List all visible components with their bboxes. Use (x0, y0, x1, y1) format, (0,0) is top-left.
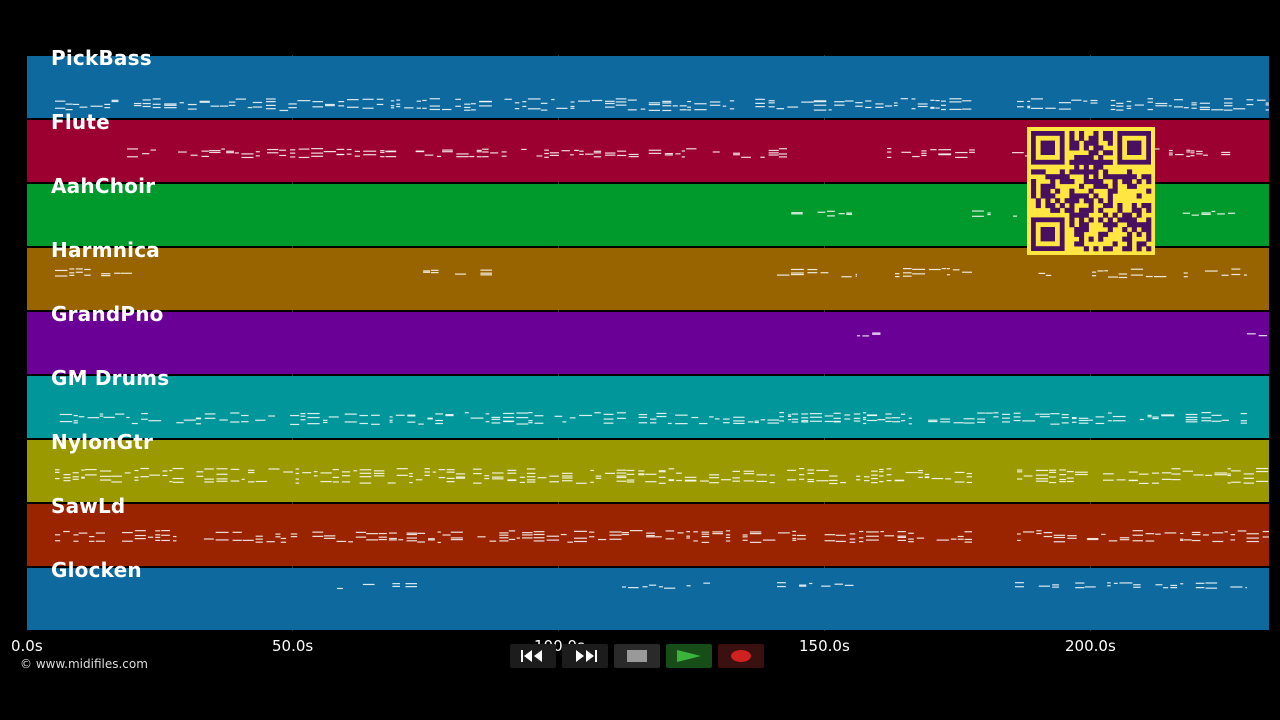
track-label: SawLd (51, 494, 126, 518)
play-icon (677, 650, 701, 662)
copyright-text: © www.midifiles.com (20, 657, 148, 671)
track-label: PickBass (51, 46, 152, 70)
note-lane (791, 210, 1236, 217)
play-button[interactable] (666, 644, 712, 668)
track-nylongtr[interactable]: NylonGtr (27, 430, 1269, 502)
qr-code-icon (1027, 127, 1155, 255)
rewind-button[interactable] (510, 644, 556, 668)
track-label: Flute (51, 110, 110, 134)
note-lane (55, 98, 1269, 112)
timeline-tick: 50.0s (272, 637, 314, 655)
track-label: AahChoir (51, 174, 156, 198)
track-label: NylonGtr (51, 430, 154, 454)
rewind-icon (521, 650, 542, 662)
track-label: Glocken (51, 558, 142, 582)
note-lane (55, 267, 1247, 279)
track-grandpno[interactable]: GrandPno (27, 302, 1269, 374)
fast-forward-icon (576, 650, 597, 662)
track-label: GrandPno (51, 302, 164, 326)
note-lane (55, 467, 1269, 485)
note-lane (857, 332, 1268, 337)
fast-forward-button[interactable] (562, 644, 608, 668)
record-button[interactable] (718, 644, 764, 668)
timeline-tick: 200.0s (1065, 637, 1116, 655)
track-gm-drums[interactable]: GM Drums (27, 366, 1269, 438)
record-icon (731, 650, 751, 662)
track-harmnica[interactable]: Harmnica (27, 238, 1269, 310)
stop-button[interactable] (614, 644, 660, 668)
track-label: Harmnica (51, 238, 160, 262)
transport-controls (510, 644, 764, 668)
timeline-tick: 150.0s (799, 637, 850, 655)
note-lane (55, 529, 1269, 544)
stop-icon (627, 650, 647, 662)
timeline-tick: 0.0s (11, 637, 43, 655)
track-label: GM Drums (51, 366, 170, 390)
note-lane (59, 411, 1247, 426)
track-glocken[interactable]: Glocken (27, 558, 1269, 630)
note-lane (337, 582, 1247, 590)
track-sawld[interactable]: SawLd (27, 494, 1269, 566)
track-pickbass[interactable]: PickBass (27, 46, 1269, 118)
